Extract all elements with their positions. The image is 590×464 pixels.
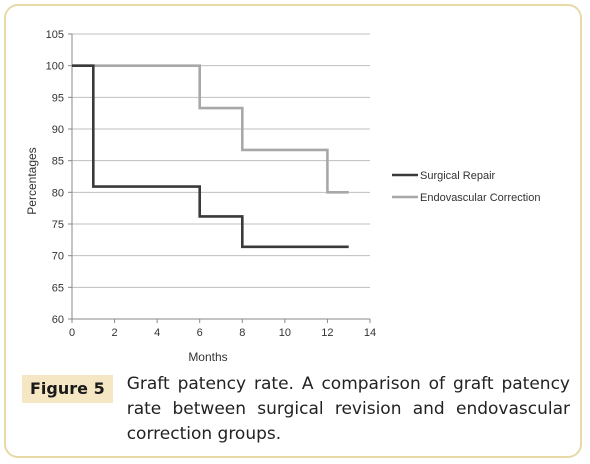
- x-tick-label: 8: [239, 327, 245, 339]
- gridlines: [72, 33, 370, 288]
- x-tick-labels: 0 2 4 6 8 10 12 14: [69, 327, 376, 339]
- x-tick-label: 12: [321, 327, 333, 339]
- caption-text: Graft patency rate. A comparison of graf…: [126, 374, 570, 444]
- x-tick-label: 2: [112, 327, 118, 339]
- legend-label: Endovascular Correction: [420, 192, 540, 204]
- x-tick-label: 6: [197, 327, 203, 339]
- y-tick-label: 105: [46, 29, 64, 41]
- figure-label: Figure 5: [22, 375, 113, 403]
- y-tick-label: 95: [52, 92, 64, 104]
- x-tick-label: 4: [154, 327, 160, 339]
- line-chart: 0 2 4 6 8 10 12 14 60 65 70 75 80 85 90 95 100 105 Surgi…: [25, 29, 540, 364]
- series-lines: [72, 64, 349, 249]
- y-tick-label: 85: [52, 156, 64, 168]
- y-axis-title: Percentages: [25, 147, 39, 214]
- x-tick-label: 0: [69, 327, 75, 339]
- x-axis-title: Months: [188, 350, 227, 364]
- legend: Surgical Repair Endovascular Correction: [392, 170, 540, 204]
- series-line-surgical-repair: [72, 64, 349, 249]
- y-tick-label: 75: [52, 219, 64, 231]
- y-tick-labels: 60 65 70 75 80 85 90 95 100 105: [46, 29, 64, 326]
- y-tick-label: 65: [52, 282, 64, 294]
- x-tick-label: 14: [364, 327, 376, 339]
- y-tick-label: 80: [52, 187, 64, 199]
- axes: [68, 33, 371, 323]
- y-tick-label: 60: [52, 314, 64, 326]
- y-tick-label: 70: [52, 251, 64, 263]
- legend-label: Surgical Repair: [420, 170, 496, 182]
- y-tick-label: 90: [52, 124, 64, 136]
- x-tick-label: 10: [279, 327, 291, 339]
- series-line-endovascular-correction: [72, 64, 349, 194]
- y-tick-label: 100: [46, 61, 64, 73]
- figure-caption: Figure 5 Graft patency rate. A compariso…: [22, 372, 570, 447]
